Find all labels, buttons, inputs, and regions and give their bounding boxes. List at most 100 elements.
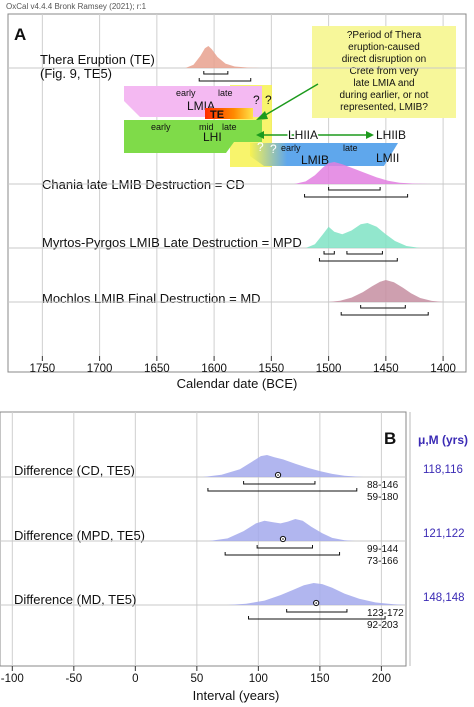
x-tick-label: 1650 — [144, 363, 170, 375]
lhiia-label: LHIIA — [288, 128, 318, 142]
annotation-line-4: Crete from very — [350, 66, 419, 77]
te-bar — [205, 108, 253, 119]
hpd-68-bar — [360, 305, 406, 309]
question-mark-3: ? — [257, 140, 264, 154]
lmib-early-label: early — [281, 143, 301, 153]
density-area — [203, 455, 363, 477]
hpd-95-range-label: 59-180 — [367, 492, 399, 503]
hpd-95-bar — [224, 552, 341, 556]
mean-marker-dot — [277, 474, 279, 476]
x-tick-label: -50 — [66, 673, 83, 685]
density-area — [294, 162, 432, 184]
hpd-95-bar — [304, 194, 409, 198]
x-tick-label: 1400 — [430, 363, 456, 375]
hpd-95-bar — [207, 488, 358, 492]
te-label: TE — [210, 109, 224, 121]
lmii-label: LMII — [376, 151, 399, 165]
panel-b: B μ,M (yrs) Difference (CD, TE5) Differe… — [0, 411, 468, 703]
lhi-late-label: late — [222, 122, 237, 132]
x-tick-label: 1600 — [201, 363, 227, 375]
density-area — [227, 583, 406, 605]
lmia-early-label: early — [176, 88, 196, 98]
lmib-label: LMIB — [301, 153, 329, 167]
diff-label-md: Difference (MD, TE5) — [14, 592, 136, 607]
mu-m-value: 148,148 — [423, 592, 465, 604]
panel-b-xlabel: Interval (years) — [193, 688, 280, 703]
hpd-68-range-label: 88-146 — [367, 480, 399, 491]
series-label-md: Mochlos LMIB Final Destruction = MD — [42, 291, 261, 306]
panel-a-xlabel: Calendar date (BCE) — [177, 376, 298, 391]
diff-label-mpd: Difference (MPD, TE5) — [14, 528, 145, 543]
x-tick-label: -100 — [1, 673, 24, 685]
hpd-95-bar — [318, 258, 398, 262]
x-tick-label: 1450 — [373, 363, 399, 375]
period-schematic: early late LMIA TE ? ? — [124, 85, 406, 167]
lmib-band — [250, 143, 398, 166]
lhiib-label: LHIIB — [376, 128, 406, 142]
x-tick-label: 50 — [190, 673, 203, 685]
annotation-line-3: direct disruption on — [342, 54, 427, 65]
annotation-line-6: during earlier, or not — [340, 90, 429, 101]
annotation-line-7: represented, LMIB? — [340, 102, 428, 113]
series-sublabel-te: (Fig. 9, TE5) — [40, 66, 112, 81]
hpd-95-range-label: 73-166 — [367, 556, 399, 567]
diff-label-cd: Difference (CD, TE5) — [14, 463, 135, 478]
lmib-late-label: late — [343, 143, 358, 153]
panel-b-frame — [0, 411, 407, 667]
annotation-line-5: late LMIA and — [353, 78, 414, 89]
lhi-mid-label: mid — [199, 122, 214, 132]
x-tick-label: 200 — [372, 673, 391, 685]
annotation-box: ?Period of Thera eruption-caused direct … — [256, 26, 456, 120]
density-area — [209, 519, 355, 541]
panel-b-ticks: -100 -50 0 50 100 150 200 — [1, 666, 391, 685]
series-label-te: Thera Eruption (TE) — [40, 52, 155, 67]
panel-b-letter: B — [384, 429, 396, 448]
panel-a: A early late LMIA — [7, 13, 467, 391]
hpd-68-bar — [328, 187, 381, 191]
annotation-arrowhead — [256, 111, 268, 120]
density-area — [185, 46, 260, 68]
annotation-line-2: eruption-caused — [348, 42, 420, 53]
mean-marker-dot — [315, 602, 317, 604]
density-area — [305, 223, 421, 248]
x-tick-label: 1750 — [30, 363, 56, 375]
mean-marker-dot — [282, 538, 284, 540]
x-tick-label: 1550 — [259, 363, 285, 375]
hpd-68-bar — [203, 71, 229, 75]
lhi-early-label: early — [151, 122, 171, 132]
hpd-68-bar — [286, 609, 348, 613]
hpd-68-range-label: 123-172 — [367, 608, 404, 619]
panel-b-grid — [11, 412, 382, 666]
question-mark-2: ? — [265, 93, 272, 107]
hpd-95-bar — [248, 616, 386, 620]
panel-a-ticks: 1750 1700 1650 1600 1550 1500 1450 1400 — [30, 356, 456, 375]
hpd-68-range-label: 99-144 — [367, 544, 399, 555]
software-header: OxCal v4.4.4 Bronk Ramsey (2021); r:1 — [6, 2, 147, 11]
x-tick-label: 1500 — [316, 363, 342, 375]
hpd-68-bar — [243, 481, 316, 485]
hpd-68-bar — [323, 251, 335, 255]
mu-m-value: 118,116 — [423, 464, 463, 476]
x-tick-label: 0 — [132, 673, 138, 685]
x-tick-label: 150 — [310, 673, 329, 685]
stats-header: μ,M (yrs) — [418, 433, 468, 447]
x-tick-label: 1700 — [87, 363, 113, 375]
question-mark-4: ? — [270, 142, 277, 156]
hpd-95-bar — [340, 312, 429, 316]
annotation-bg — [312, 26, 456, 118]
x-tick-label: 100 — [249, 673, 268, 685]
panel-a-curves — [8, 46, 466, 316]
hpd-68-bar — [346, 251, 383, 255]
panel-a-letter: A — [14, 25, 26, 44]
hpd-95-bar — [198, 78, 252, 82]
lhi-band — [124, 120, 262, 153]
question-mark-1: ? — [253, 93, 260, 107]
density-area — [328, 280, 444, 302]
mu-m-value: 121,122 — [423, 528, 465, 540]
lmia-late-label: late — [218, 88, 233, 98]
lhiia-arrowhead-left — [256, 131, 264, 139]
annotation-line-1: ?Period of Thera — [347, 30, 422, 41]
lhi-label: LHI — [203, 130, 222, 144]
